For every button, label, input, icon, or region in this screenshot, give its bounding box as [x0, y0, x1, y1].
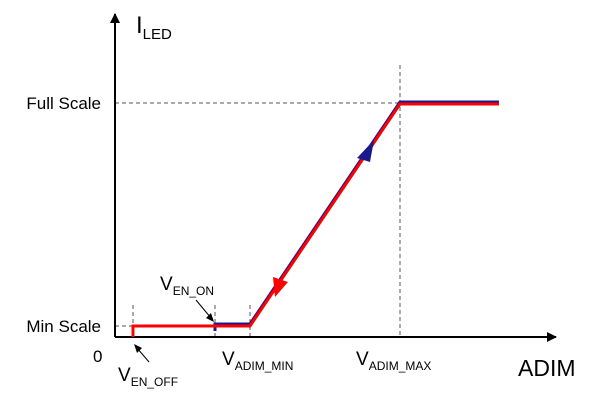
full-scale-label: Full Scale — [26, 94, 101, 113]
en-on-leader — [195, 299, 212, 319]
decreasing-curve — [131, 102, 499, 337]
origin-label: 0 — [93, 347, 102, 366]
down-direction-arrow — [273, 277, 288, 297]
x-axis-title: ADIM — [518, 355, 576, 381]
v-en-on-label: VEN_ON — [160, 274, 214, 298]
up-direction-arrow — [357, 140, 374, 162]
en-off-leader-head — [134, 344, 142, 353]
increasing-curve — [213, 100, 499, 331]
v-adim-min-label: VADIM_MIN — [222, 349, 293, 373]
min-scale-label: Min Scale — [26, 317, 101, 336]
en-on-leader-head — [206, 313, 214, 322]
v-en-off-label: VEN_OFF — [118, 365, 178, 389]
y-axis-title: ILED — [136, 12, 172, 43]
v-adim-max-label: VADIM_MAX — [356, 349, 431, 373]
